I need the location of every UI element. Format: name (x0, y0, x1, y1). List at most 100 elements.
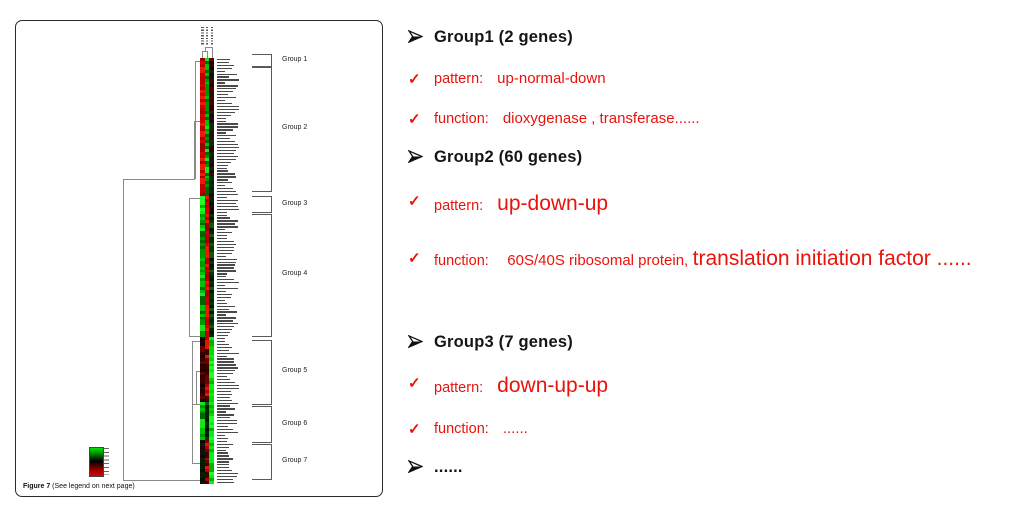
heatmap-cell (209, 60, 215, 64)
heatmap-row (200, 389, 231, 393)
heatmap-cell (209, 122, 215, 126)
heatmap-cell (204, 389, 210, 393)
heatmap-cell (209, 196, 215, 199)
pattern-label: pattern: (434, 380, 484, 396)
gene-label (216, 255, 226, 257)
heatmap-cell (209, 187, 215, 191)
heatmap-row (200, 87, 236, 91)
heatmap-cell (200, 184, 205, 188)
gene-label (216, 287, 239, 290)
heatmap-cell (209, 360, 215, 364)
heatmap-row (200, 231, 233, 235)
dendrogram-segment (123, 179, 195, 180)
heatmap-cell (209, 210, 215, 214)
heatmap-row (200, 257, 237, 261)
heatmap-cell (204, 254, 210, 258)
heatmap-row (200, 134, 236, 138)
heatmap-cell (204, 172, 210, 176)
gene-label (216, 152, 234, 155)
heatmap-cell (200, 143, 205, 147)
heatmap-cell (209, 466, 215, 470)
heatmap-row (200, 152, 234, 155)
heatmap-cell (209, 340, 215, 343)
heatmap-cell (209, 178, 215, 182)
heatmap-cell (200, 254, 205, 258)
heatmap-cell (209, 105, 215, 108)
heatmap-cell (200, 454, 205, 458)
heatmap-cell (209, 58, 215, 61)
heatmap-cell (200, 181, 205, 185)
heatmap-cell (200, 196, 205, 199)
heatmap-cell (204, 228, 210, 232)
check-icon: ✓ (408, 71, 421, 88)
heatmap-cell (209, 375, 215, 379)
heatmap-cell (200, 295, 205, 299)
heatmap-cell (200, 413, 205, 417)
heatmap-cell (209, 434, 215, 437)
gene-label (216, 478, 233, 481)
gene-label (216, 273, 228, 275)
heatmap-cell (200, 204, 205, 208)
gene-label (216, 326, 234, 328)
heatmap-cell (209, 190, 215, 194)
heatmap-cell (200, 166, 205, 170)
heatmap-cell (200, 149, 205, 152)
group-bracket-line (252, 340, 271, 341)
heatmap-row (200, 481, 234, 484)
heatmap-row (200, 160, 231, 164)
heatmap-cell (200, 436, 205, 440)
gene-label (216, 141, 235, 143)
heatmap-cell (209, 222, 215, 226)
heatmap-cell (200, 439, 205, 443)
gene-label (216, 475, 237, 478)
heatmap-cell (200, 354, 205, 358)
dendrogram-segment (204, 47, 206, 51)
heatmap-cell (204, 166, 210, 170)
heatmap-cell (209, 325, 215, 329)
gene-label (216, 214, 228, 216)
heatmap-row (200, 298, 225, 302)
dendrogram-segment (123, 179, 124, 480)
heatmap-row (200, 199, 239, 202)
heatmap-row (200, 137, 231, 141)
heatmap-cell (204, 278, 210, 282)
gene-label (216, 399, 233, 401)
heatmap-cell (209, 269, 215, 273)
heatmap-cell (209, 460, 215, 464)
heatmap-cell (204, 392, 210, 396)
heatmap-row (200, 281, 240, 285)
heatmap-cell (209, 90, 215, 94)
heatmap-cell (200, 287, 205, 291)
heatmap-cell (200, 219, 205, 223)
heatmap-row (200, 140, 235, 144)
heatmap-row (200, 96, 236, 100)
heatmap-cell (204, 137, 210, 141)
note-group2-title: Group2 (60 genes) (407, 148, 582, 167)
sample-label-column-3 (210, 27, 214, 46)
gene-label (216, 191, 236, 193)
gene-label (216, 446, 230, 448)
heatmap-cell (209, 99, 215, 103)
heatmap-row (200, 178, 228, 182)
gene-label (216, 402, 239, 404)
heatmap-cell (200, 146, 205, 150)
gene-label (216, 285, 226, 287)
heatmap-cell (209, 448, 215, 452)
heatmap-cell (200, 451, 205, 455)
heatmap-row (200, 113, 232, 117)
heatmap-cell (200, 293, 205, 296)
heatmap-cell (209, 213, 215, 217)
heatmap-row (200, 181, 232, 185)
heatmap-cell (204, 328, 210, 332)
heatmap-cell (204, 395, 210, 399)
heatmap-cell (209, 149, 215, 152)
gene-label (216, 381, 236, 384)
heatmap-cell (200, 107, 205, 111)
heatmap-cell (204, 196, 210, 199)
heatmap-cell (204, 340, 210, 343)
gene-label (216, 352, 239, 354)
heatmap-cell (209, 416, 215, 420)
heatmap-cell (209, 266, 215, 270)
gene-label (216, 73, 237, 75)
heatmap-cell (200, 140, 205, 144)
